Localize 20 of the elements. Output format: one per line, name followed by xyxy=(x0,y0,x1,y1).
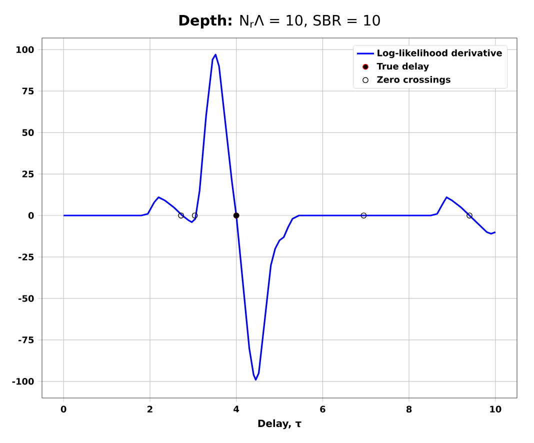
x-tick-label: 2 xyxy=(148,406,152,412)
legend-label: True delay xyxy=(376,62,429,72)
y-tick-label: 0 xyxy=(28,212,34,219)
x-tick-label: 4 xyxy=(234,406,240,412)
y-tick-label: 75 xyxy=(22,88,34,94)
x-axis-title: Delay, τ xyxy=(258,419,302,430)
legend-label: Zero crossings xyxy=(377,76,450,85)
y-tick-label: -100 xyxy=(12,378,34,385)
y-tick-label: 50 xyxy=(22,129,34,136)
y-tick-label: -25 xyxy=(18,254,34,260)
x-tick-label: 6 xyxy=(320,406,326,413)
y-tick-label: -50 xyxy=(18,295,34,302)
chart-title: Depth: N$_{r}$Λ = 10, SBR = 10 xyxy=(179,14,380,28)
legend-label: Log-likelihood derivative xyxy=(378,49,502,58)
x-tick-label: 8 xyxy=(406,406,412,413)
x-tick-label: 10 xyxy=(490,406,502,413)
y-tick-label: -75 xyxy=(18,336,34,344)
y-tick-label: 100 xyxy=(16,46,34,53)
x-tick-label: 0 xyxy=(60,406,66,413)
y-tick-label: 25 xyxy=(22,170,34,178)
